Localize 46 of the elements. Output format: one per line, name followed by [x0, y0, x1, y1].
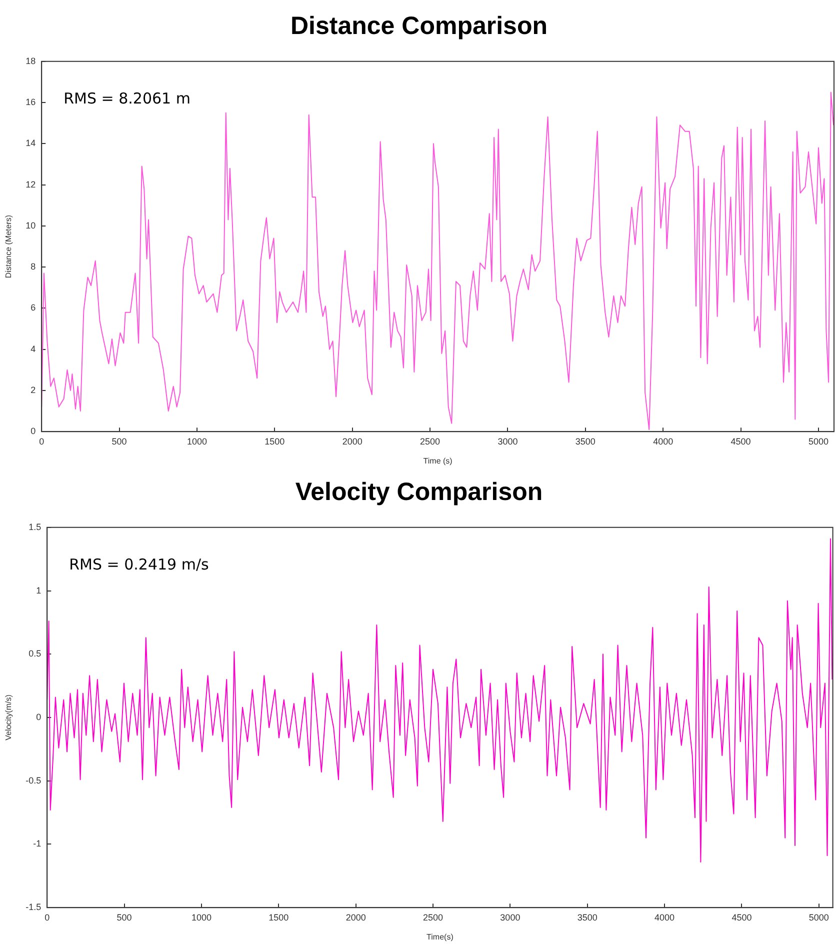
x-tick-label: 2000	[346, 912, 366, 922]
x-tick-label: 1000	[186, 436, 207, 446]
y-tick-label: 0.5	[28, 648, 42, 659]
y-tick-label: -1	[33, 838, 42, 849]
y-tick-label: 10	[26, 220, 36, 230]
x-tick-label: 3500	[577, 912, 598, 922]
x-tick-label: 0	[44, 912, 50, 922]
y-tick-label: 2	[30, 384, 36, 395]
y-axis-title: Distance (Meters)	[4, 214, 14, 278]
y-tick-label: 1	[36, 585, 42, 596]
x-tick-label: 3000	[498, 436, 518, 446]
y-tick-label: 0	[30, 426, 36, 436]
y-tick-label: 1.5	[28, 522, 42, 532]
x-tick-label: 1000	[191, 912, 212, 922]
y-tick-label: 8	[30, 262, 36, 272]
x-tick-label: 5000	[808, 912, 829, 922]
y-tick-label: 12	[26, 179, 36, 190]
x-tick-label: 3500	[575, 436, 596, 446]
x-tick-label: 4500	[732, 912, 752, 922]
y-tick-label: -0.5	[26, 775, 42, 786]
annotation: RMS = 8.2061 m	[64, 89, 190, 108]
annotation: RMS = 0.2419 m/s	[69, 555, 210, 574]
x-axis-title: Time(s)	[426, 932, 454, 942]
x-tick-label: 5000	[808, 436, 828, 446]
x-tick-label: 2500	[420, 436, 440, 446]
y-axis-title: Velocity(m/s)	[4, 694, 14, 740]
y-tick-label: 4	[30, 344, 36, 354]
y-tick-label: 14	[26, 138, 36, 148]
chart-title: Distance Comparison	[289, 11, 548, 42]
y-tick-label: 16	[26, 97, 36, 108]
y-tick-label: 6	[30, 302, 36, 313]
y-tick-label: 18	[26, 56, 36, 66]
x-tick-label: 4000	[654, 912, 675, 922]
x-tick-label: 2000	[342, 436, 362, 446]
chart-title: Velocity Comparison	[294, 477, 544, 508]
x-tick-label: 500	[112, 436, 127, 446]
x-tick-label: 4000	[653, 436, 674, 446]
x-axis-title: Time (s)	[423, 456, 453, 466]
x-tick-label: 3000	[500, 912, 520, 922]
x-tick-label: 1500	[268, 912, 289, 922]
x-tick-label: 500	[116, 912, 132, 922]
x-tick-label: 1500	[264, 436, 285, 446]
x-tick-label: 2500	[423, 912, 444, 922]
y-tick-label: -1.5	[26, 902, 42, 912]
y-tick-label: 0	[36, 712, 42, 722]
x-tick-label: 4500	[730, 436, 751, 446]
